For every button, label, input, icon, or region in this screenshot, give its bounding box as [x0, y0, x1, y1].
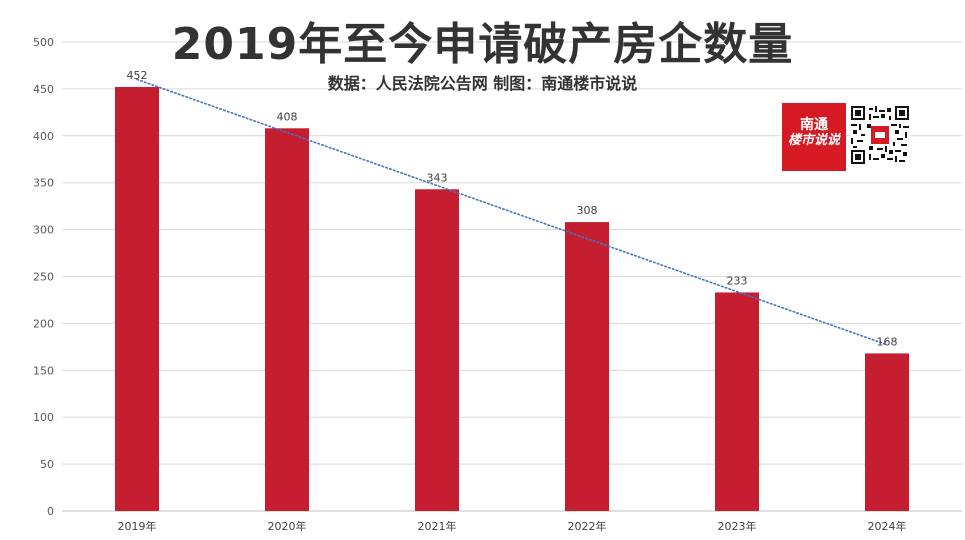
logo-line-2: 楼市说说	[787, 133, 840, 148]
x-tick-label: 2022年	[568, 519, 607, 533]
trendline-path	[136, 78, 888, 346]
data-label: 308	[577, 204, 598, 217]
x-tick-label: 2019年	[118, 519, 157, 533]
logo-line-1: 南通	[800, 117, 828, 133]
data-label: 452	[127, 69, 148, 82]
y-tick-label: 50	[40, 458, 54, 471]
y-tick-label: 100	[33, 411, 54, 424]
y-tick-label: 450	[33, 83, 54, 96]
y-tick-label: 0	[47, 505, 54, 518]
y-tick-label: 300	[33, 224, 54, 237]
x-tick-label: 2024年	[868, 519, 907, 533]
y-axis-ticks: 0 50 100 150 200 250 300 350 400 450 500	[33, 36, 54, 518]
trendline	[136, 78, 888, 346]
y-tick-label: 150	[33, 364, 54, 377]
data-label: 408	[277, 110, 298, 123]
x-axis-ticks: 2019年 2020年 2021年 2022年 2023年 2024年	[118, 519, 907, 533]
data-labels: 452 408 343 308 233 168	[127, 69, 898, 348]
y-tick-label: 250	[33, 271, 54, 284]
chart-subtitle: 数据：人民法院公告网 制图：南通楼市说说	[327, 74, 638, 93]
bar	[715, 292, 759, 511]
data-label: 343	[427, 171, 448, 184]
grid-lines	[62, 41, 962, 512]
y-tick-label: 500	[33, 36, 54, 49]
y-tick-label: 200	[33, 317, 54, 330]
y-tick-label: 350	[33, 177, 54, 190]
x-tick-label: 2021年	[418, 519, 457, 533]
bars	[115, 87, 909, 512]
bar	[265, 128, 309, 511]
brand-logo: 南通 楼市说说	[782, 103, 846, 171]
x-tick-label: 2020年	[268, 519, 307, 533]
bar	[415, 189, 459, 512]
x-tick-label: 2023年	[718, 519, 757, 533]
y-tick-label: 400	[33, 130, 54, 143]
bar	[565, 222, 609, 511]
chart-title: 2019年至今申请破产房企数量	[171, 19, 794, 70]
qr-code-icon	[851, 106, 909, 164]
bar	[115, 87, 159, 512]
data-label: 168	[877, 335, 898, 348]
bar	[865, 353, 909, 511]
data-label: 233	[727, 274, 748, 287]
